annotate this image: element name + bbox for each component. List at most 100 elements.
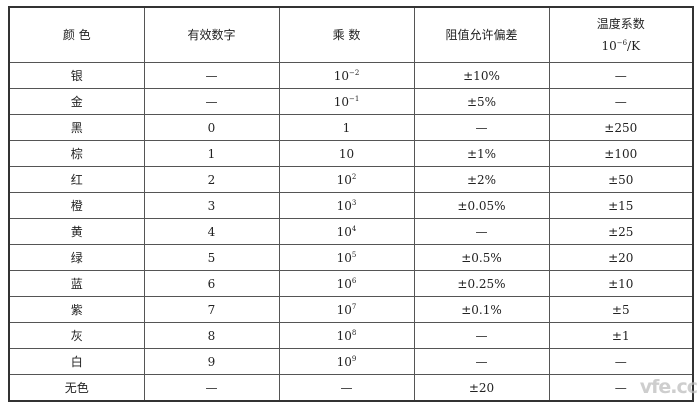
- cell-tolerance: ±0.05%: [413, 192, 550, 219]
- cell-color: 黑: [8, 114, 145, 141]
- header-tolerance: 阻值允许偏差: [413, 6, 550, 63]
- table-row: 黄 4 104— ±25: [8, 218, 694, 245]
- multiplier-exponent: 2: [351, 172, 357, 181]
- cell-multiplier: 109: [278, 348, 415, 375]
- multiplier-exponent: −2: [348, 68, 360, 77]
- cell-color: 无色: [8, 374, 145, 402]
- table-row: 紫 7 107 ±0.1% ±5: [8, 296, 694, 323]
- header-tempcoef: 温度系数 10−6/K: [548, 6, 694, 63]
- table-row: 无色 — — ±20—: [8, 374, 694, 402]
- table-row: 金 —10−1 ±5% —: [8, 88, 694, 115]
- cell-multiplier: 104: [278, 218, 415, 245]
- cell-digit: 4: [143, 218, 280, 245]
- cell-tempcoef: ±1: [548, 322, 694, 349]
- cell-tempcoef: ±15: [548, 192, 694, 219]
- cell-tempcoef: —: [548, 88, 694, 115]
- multiplier-exponent: 6: [351, 276, 357, 285]
- cell-tolerance: ±20: [413, 374, 550, 402]
- multiplier-exponent: 5: [351, 250, 357, 259]
- cell-color: 棕: [8, 140, 145, 167]
- cell-digit: —: [143, 88, 280, 115]
- watermark: vfe.cc: [639, 376, 698, 398]
- multiplier-exponent: 7: [351, 302, 357, 311]
- cell-tolerance: ±2%: [413, 166, 550, 193]
- cell-multiplier: 102: [278, 166, 415, 193]
- cell-digit: 1: [143, 140, 280, 167]
- unit-base: 10: [601, 39, 617, 53]
- resistor-color-code-table: 颜 色 有效数字 乘 数 阻值允许偏差 温度系数 10−6/K 银 —10−2 ±1…: [8, 6, 694, 402]
- header-color: 颜 色: [8, 6, 145, 63]
- cell-color: 灰: [8, 322, 145, 349]
- header-digit: 有效数字: [143, 6, 280, 63]
- cell-tolerance: ±10%: [413, 62, 550, 89]
- multiplier-exponent: −1: [348, 94, 360, 103]
- multiplier-base: —: [340, 380, 353, 395]
- cell-tempcoef: ±250: [548, 114, 694, 141]
- multiplier-exponent: 4: [351, 224, 357, 233]
- cell-color: 银: [8, 62, 145, 89]
- cell-multiplier: 107: [278, 296, 415, 323]
- table-row: 棕 1 10 ±1% ±100: [8, 140, 694, 167]
- cell-digit: 3: [143, 192, 280, 219]
- cell-tolerance: —: [413, 322, 550, 349]
- multiplier-base: 10: [336, 302, 352, 317]
- cell-tempcoef: —: [548, 374, 694, 402]
- multiplier-base: 10: [338, 146, 355, 161]
- multiplier-exponent: 9: [351, 354, 357, 363]
- cell-color: 橙: [8, 192, 145, 219]
- cell-tolerance: ±0.25%: [413, 270, 550, 297]
- table-row: 绿 5 105 ±0.5% ±20: [8, 244, 694, 271]
- cell-tolerance: —: [413, 114, 550, 141]
- cell-multiplier: 103: [278, 192, 415, 219]
- cell-tolerance: ±5%: [413, 88, 550, 115]
- cell-digit: 2: [143, 166, 280, 193]
- multiplier-base: 1: [342, 120, 351, 135]
- header-multiplier: 乘 数: [278, 6, 415, 63]
- multiplier-exponent: 8: [351, 328, 357, 337]
- cell-digit: —: [143, 374, 280, 402]
- cell-tempcoef: ±50: [548, 166, 694, 193]
- cell-tolerance: ±0.5%: [413, 244, 550, 271]
- cell-tempcoef: ±5: [548, 296, 694, 323]
- unit-exponent: −6: [616, 39, 628, 47]
- table-row: 灰 8 108— ±1: [8, 322, 694, 349]
- cell-digit: 5: [143, 244, 280, 271]
- header-tempcoef-label: 温度系数: [596, 17, 645, 31]
- multiplier-base: 10: [336, 354, 352, 369]
- cell-color: 红: [8, 166, 145, 193]
- cell-tempcoef: —: [548, 62, 694, 89]
- cell-color: 绿: [8, 244, 145, 271]
- cell-digit: 6: [143, 270, 280, 297]
- table-row: 银 —10−2 ±10% —: [8, 62, 694, 89]
- cell-color: 金: [8, 88, 145, 115]
- multiplier-base: 10: [333, 94, 349, 109]
- cell-multiplier: —: [278, 374, 415, 402]
- cell-tolerance: —: [413, 218, 550, 245]
- cell-multiplier: 108: [278, 322, 415, 349]
- cell-multiplier: 10: [278, 140, 415, 167]
- cell-multiplier: 1: [278, 114, 415, 141]
- cell-multiplier: 10−1: [278, 88, 415, 115]
- cell-digit: 8: [143, 322, 280, 349]
- cell-multiplier: 105: [278, 244, 415, 271]
- multiplier-base: 10: [336, 276, 352, 291]
- multiplier-base: 10: [336, 250, 352, 265]
- table-row: 白 9 109— —: [8, 348, 694, 375]
- cell-tempcoef: ±10: [548, 270, 694, 297]
- header-row: 颜 色 有效数字 乘 数 阻值允许偏差 温度系数 10−6/K: [8, 6, 694, 63]
- cell-tempcoef: ±100: [548, 140, 694, 167]
- cell-multiplier: 106: [278, 270, 415, 297]
- multiplier-base: 10: [336, 198, 352, 213]
- cell-digit: 9: [143, 348, 280, 375]
- cell-tolerance: ±0.1%: [413, 296, 550, 323]
- table-row: 红 2 102 ±2% ±50: [8, 166, 694, 193]
- cell-tempcoef: —: [548, 348, 694, 375]
- cell-color: 黄: [8, 218, 145, 245]
- cell-color: 紫: [8, 296, 145, 323]
- multiplier-base: 10: [336, 224, 352, 239]
- multiplier-base: 10: [336, 172, 352, 187]
- cell-digit: —: [143, 62, 280, 89]
- table-row: 黑 0 1 — ±250: [8, 114, 694, 141]
- cell-tolerance: —: [413, 348, 550, 375]
- cell-digit: 0: [143, 114, 280, 141]
